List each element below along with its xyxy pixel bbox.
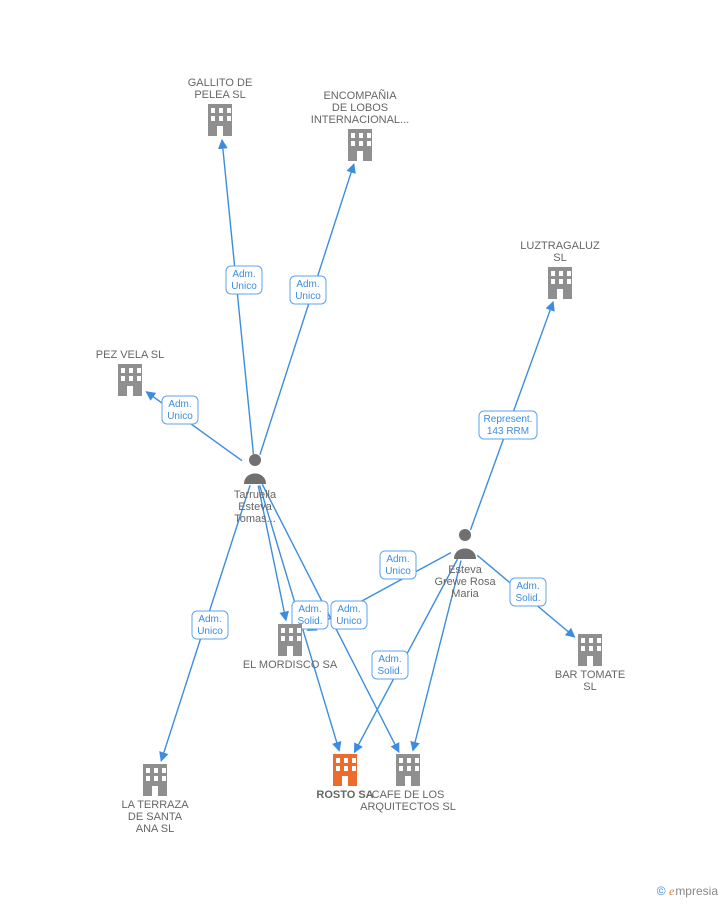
node-rosto[interactable]: ROSTO SA (316, 754, 373, 801)
node-label: DE SANTA (128, 811, 183, 823)
node-label: EL MORDISCO SA (243, 659, 338, 671)
svg-text:Represent.: Represent. (484, 414, 533, 425)
node-pezvela[interactable]: PEZ VELA SL (96, 349, 164, 396)
svg-text:Unico: Unico (167, 411, 193, 422)
svg-text:Unico: Unico (231, 281, 257, 292)
edge-label-esteva-bartomate: Adm.Solid. (510, 578, 546, 606)
node-mordisco[interactable]: EL MORDISCO SA (243, 624, 338, 671)
edge-label-tarruella-encompania: Adm.Unico (290, 276, 326, 304)
copyright-symbol: © (657, 884, 666, 898)
copyright-logo: e (669, 884, 674, 898)
node-label: PEZ VELA SL (96, 349, 164, 361)
edge-esteva-mordisco (308, 553, 451, 631)
node-label: SL (553, 252, 566, 264)
node-gallito[interactable]: GALLITO DEPELEA SL (188, 77, 253, 136)
edge-label-tarruella-pezvela: Adm.Unico (162, 396, 198, 424)
node-label: ENCOMPAÑIA (323, 89, 397, 102)
copyright-label: © empresia (657, 884, 718, 899)
edge-label-tarruella-rosto: Adm.Unico (331, 601, 367, 629)
node-label: ARQUITECTOS SL (360, 801, 456, 813)
edge-label-tarruella-terraza: Adm.Unico (192, 611, 228, 639)
edge-labels-layer: Adm.UnicoAdm.UnicoAdm.UnicoAdm.UnicoAdm.… (162, 266, 546, 679)
node-label: Tarruella (234, 489, 277, 501)
svg-text:Adm.: Adm. (296, 279, 319, 290)
svg-text:Solid.: Solid. (377, 666, 402, 677)
svg-text:143 RRM: 143 RRM (487, 426, 529, 437)
node-label: SL (583, 681, 596, 693)
network-canvas: Adm.UnicoAdm.UnicoAdm.UnicoAdm.UnicoAdm.… (0, 0, 728, 905)
node-label: Tomas... (234, 513, 276, 525)
edge-label-esteva-luztragaluz: Represent.143 RRM (479, 411, 537, 439)
edge-label-esteva-mordisco: Adm.Unico (380, 551, 416, 579)
svg-text:Unico: Unico (385, 566, 411, 577)
svg-text:Unico: Unico (295, 291, 321, 302)
node-label: Esteva (448, 564, 483, 576)
node-label: DE LOBOS (332, 102, 388, 114)
node-terraza[interactable]: LA TERRAZADE SANTAANA SL (121, 764, 189, 835)
node-label: Maria (451, 588, 479, 600)
svg-text:Adm.: Adm. (198, 614, 221, 625)
node-label: CAFE DE LOS (372, 789, 445, 801)
node-label: ROSTO SA (316, 789, 373, 801)
copyright-brand: mpresia (675, 884, 718, 898)
node-label: LA TERRAZA (121, 799, 189, 811)
svg-text:Unico: Unico (336, 616, 362, 627)
svg-text:Adm.: Adm. (516, 581, 539, 592)
node-label: INTERNACIONAL... (311, 114, 409, 126)
node-label: ANA SL (136, 823, 175, 835)
svg-text:Unico: Unico (197, 626, 223, 637)
svg-text:Adm.: Adm. (386, 554, 409, 565)
svg-text:Adm.: Adm. (232, 269, 255, 280)
svg-text:Adm.: Adm. (337, 604, 360, 615)
edge-label-esteva-rosto: Adm.Solid. (372, 651, 408, 679)
node-tarruella[interactable]: TarruellaEstevaTomas... (234, 454, 277, 525)
node-label: LUZTRAGALUZ (520, 240, 600, 252)
node-bartomate[interactable]: BAR TOMATESL (555, 634, 625, 693)
edge-tarruella-encompania (260, 164, 354, 455)
node-label: BAR TOMATE (555, 669, 625, 681)
nodes-layer: GALLITO DEPELEA SL ENCOMPAÑIADE LOBOSINTE… (96, 77, 625, 835)
edges-layer (146, 140, 574, 761)
svg-text:Adm.: Adm. (168, 399, 191, 410)
edge-tarruella-gallito (222, 140, 253, 454)
node-label: Grewe Rosa (434, 576, 496, 588)
node-encompania[interactable]: ENCOMPAÑIADE LOBOSINTERNACIONAL... (311, 89, 409, 161)
svg-text:Adm.: Adm. (298, 604, 321, 615)
node-luztragaluz[interactable]: LUZTRAGALUZSL (520, 240, 600, 299)
node-cafe[interactable]: CAFE DE LOSARQUITECTOS SL (360, 754, 456, 813)
svg-text:Solid.: Solid. (515, 593, 540, 604)
node-label: GALLITO DE (188, 77, 253, 89)
node-label: PELEA SL (194, 89, 245, 101)
edge-label-tarruella-gallito: Adm.Unico (226, 266, 262, 294)
node-label: Esteva (238, 501, 273, 513)
svg-text:Adm.: Adm. (378, 654, 401, 665)
